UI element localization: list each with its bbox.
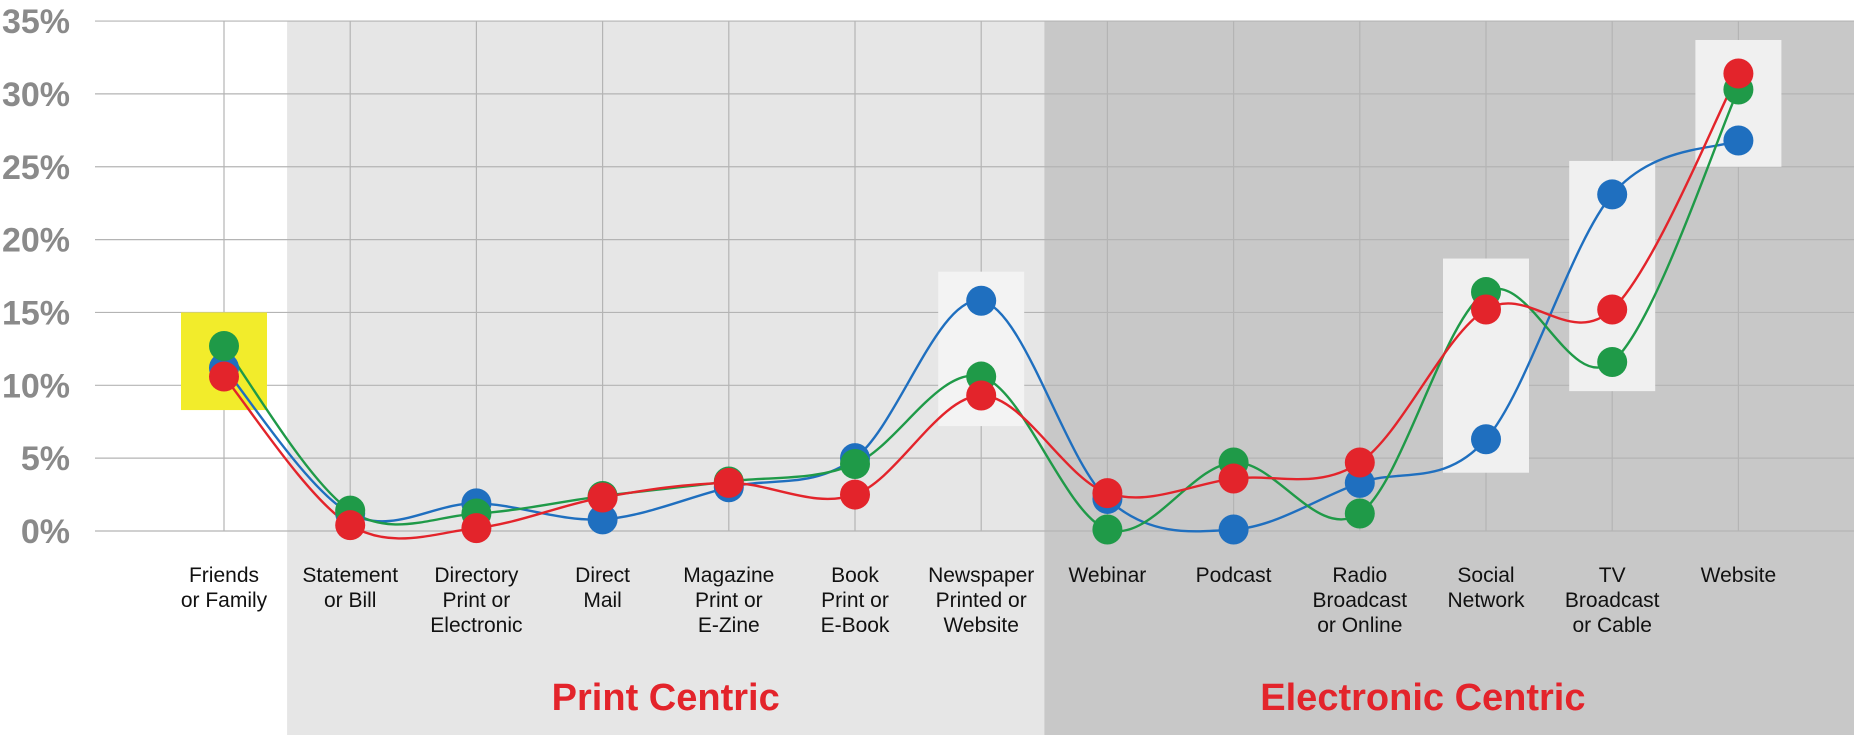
x-tick-label: Magazine Print or E-Zine <box>683 564 774 637</box>
x-tick-label: Newspaper Printed or Website <box>928 564 1034 637</box>
series-points <box>209 58 1754 545</box>
y-tick-label: 5% <box>21 440 70 478</box>
data-point-0-3 <box>587 504 618 535</box>
data-point-2-11 <box>1597 294 1628 325</box>
group-label-1: Electronic Centric <box>1260 677 1585 719</box>
x-tick-label: Statement or Bill <box>302 564 398 612</box>
x-tick-label: Social Network <box>1447 564 1525 612</box>
data-point-2-6 <box>966 380 997 411</box>
group-band-0 <box>287 21 1045 735</box>
data-point-0-10 <box>1471 424 1501 455</box>
y-axis-ticks: 0% 5% 10% 15% 20% 25% 30% 35% <box>2 3 70 551</box>
x-tick-label: Podcast <box>1196 564 1272 587</box>
y-tick-label: 0% <box>21 513 70 551</box>
x-tick-label: Website <box>1701 564 1776 587</box>
data-point-1-7 <box>1092 514 1123 545</box>
data-point-2-1 <box>335 510 366 541</box>
y-tick-label: 35% <box>2 3 70 41</box>
data-point-2-0 <box>209 361 239 392</box>
x-tick-label: Book Print or E-Book <box>821 564 890 637</box>
data-point-2-4 <box>713 467 744 498</box>
data-point-0-12 <box>1723 125 1754 156</box>
y-tick-label: 25% <box>2 149 70 187</box>
data-point-2-8 <box>1218 463 1249 494</box>
data-point-2-3 <box>587 482 618 513</box>
data-point-0-11 <box>1597 179 1628 210</box>
y-tick-label: 20% <box>2 222 70 260</box>
data-point-1-0 <box>209 330 239 361</box>
data-point-2-7 <box>1092 478 1123 509</box>
data-point-2-10 <box>1471 294 1501 325</box>
y-tick-label: 15% <box>2 294 70 332</box>
group-label-0: Print Centric <box>552 677 780 719</box>
data-point-1-9 <box>1344 498 1375 529</box>
data-point-0-6 <box>966 285 997 316</box>
x-tick-label: Webinar <box>1068 564 1146 587</box>
data-point-2-5 <box>840 479 870 510</box>
data-point-0-8 <box>1218 514 1249 545</box>
x-tick-label: Directory Print or Electronic <box>430 564 522 637</box>
data-point-2-2 <box>461 513 492 544</box>
x-tick-label: TV Broadcast or Cable <box>1565 564 1660 637</box>
data-point-2-12 <box>1723 58 1754 89</box>
data-point-2-9 <box>1344 447 1375 478</box>
x-tick-label: Friends or Family <box>181 564 268 612</box>
y-tick-label: 10% <box>2 367 70 405</box>
x-tick-label: Direct Mail <box>575 564 630 612</box>
group-labels: Print Centric Electronic Centric <box>552 677 1586 719</box>
data-point-1-11 <box>1597 346 1628 377</box>
x-tick-label: Radio Broadcast or Online <box>1313 564 1408 637</box>
x-axis-labels: Friends or Family Statement or Bill Director… <box>181 564 1776 637</box>
y-tick-label: 30% <box>2 76 70 114</box>
data-point-1-5 <box>840 448 870 479</box>
